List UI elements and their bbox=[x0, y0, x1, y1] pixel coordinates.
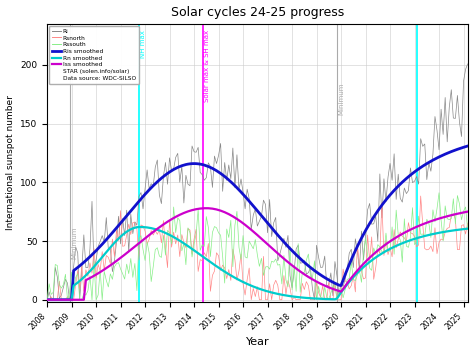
Legend: Ri, Rsnorth, Rssouth, Ris smoothed, Rn smoothed, Iss smoothed, STAR (solen.info/: Ri, Rsnorth, Rssouth, Ris smoothed, Rn s… bbox=[49, 26, 139, 84]
X-axis label: Year: Year bbox=[246, 337, 270, 347]
Y-axis label: International sunspot number: International sunspot number bbox=[6, 96, 15, 231]
Text: NH max: NH max bbox=[140, 30, 146, 58]
Text: Minimum: Minimum bbox=[72, 227, 78, 259]
Title: Solar cycles 24-25 progress: Solar cycles 24-25 progress bbox=[171, 6, 345, 19]
Text: Solar max & SH max: Solar max & SH max bbox=[204, 30, 210, 102]
Text: Minimum: Minimum bbox=[338, 83, 345, 115]
